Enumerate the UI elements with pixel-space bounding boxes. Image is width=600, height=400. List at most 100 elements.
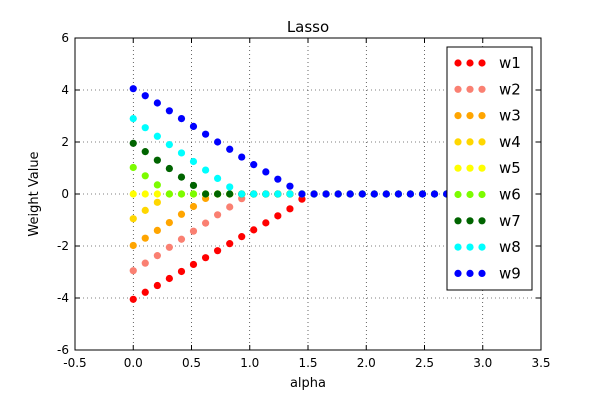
legend-marker: [478, 138, 486, 146]
data-point-w9: [370, 190, 378, 198]
data-point-w3: [153, 226, 161, 234]
y-axis-label: Weight Value: [27, 151, 42, 236]
legend-marker: [478, 243, 486, 251]
data-point-w3: [189, 202, 198, 211]
data-point-w1: [226, 240, 234, 248]
legend-marker: [478, 85, 486, 93]
legend-marker: [454, 138, 462, 146]
data-point-w1: [141, 288, 149, 296]
data-point-w4: [129, 215, 137, 223]
data-point-w2: [213, 211, 222, 219]
x-tick-label: 3.5: [531, 356, 550, 370]
data-point-w1: [262, 219, 270, 227]
data-point-w9: [201, 130, 210, 138]
data-point-w9: [213, 138, 222, 146]
data-point-w6: [165, 190, 173, 198]
legend-marker: [454, 269, 462, 277]
x-tick-label: 0.5: [182, 356, 201, 370]
data-point-w1: [286, 205, 294, 213]
data-point-w7: [141, 148, 149, 156]
legend-marker: [454, 59, 462, 67]
data-point-w9: [165, 107, 173, 115]
axis-ticks: -0.5 0.0 0.5 1.0 1.5 2.0 2.5 3.0 3.5 -6 -4 -2 0 2 4 6: [57, 31, 551, 370]
data-point-w9: [418, 190, 427, 198]
legend-label: w2: [499, 80, 521, 98]
data-point-w9: [346, 190, 354, 198]
data-point-w9: [274, 175, 282, 183]
data-point-w2: [141, 259, 149, 267]
data-point-w9: [394, 190, 403, 198]
data-point-w2: [177, 235, 186, 243]
data-point-w3: [141, 234, 149, 242]
legend-item-w6: w6: [454, 186, 521, 204]
legend-label: w7: [499, 212, 521, 230]
y-tick-label: 6: [61, 31, 69, 45]
y-tick-label: 2: [61, 135, 69, 149]
data-point-w7: [165, 164, 173, 173]
y-tick-label: 0: [61, 187, 69, 201]
legend-item-w7: w7: [454, 212, 521, 230]
data-point-w3: [165, 219, 173, 227]
data-point-w6: [129, 163, 137, 172]
data-point-w3: [177, 210, 186, 218]
legend-marker: [478, 190, 486, 199]
data-point-w9: [238, 153, 246, 161]
legend-label: w9: [499, 264, 521, 282]
data-point-w1: [274, 212, 282, 220]
x-tick-label: 3.0: [473, 356, 492, 370]
data-point-w9: [406, 190, 415, 198]
data-point-w8: [262, 190, 270, 198]
data-point-w5: [153, 190, 161, 198]
data-point-w3: [129, 241, 137, 250]
legend-marker: [454, 85, 462, 93]
legend-label: w8: [499, 238, 521, 256]
legend-item-w1: w1: [454, 54, 521, 72]
legend-label: w3: [499, 107, 521, 125]
data-point-w8: [226, 183, 234, 191]
legend-label: w6: [499, 186, 521, 204]
legend-marker: [454, 112, 462, 120]
x-tick-label: 2.5: [415, 356, 434, 370]
data-point-w1: [250, 226, 258, 234]
data-point-w9: [129, 85, 137, 93]
data-point-w8: [153, 132, 161, 140]
data-point-w2: [189, 227, 198, 235]
data-point-w1: [201, 254, 210, 262]
legend-item-w2: w2: [454, 80, 521, 98]
data-point-w9: [141, 92, 149, 100]
data-point-w1: [177, 267, 186, 276]
data-point-w9: [298, 190, 306, 198]
data-point-w9: [310, 190, 318, 198]
data-points: [129, 85, 487, 303]
data-point-w7: [177, 173, 186, 181]
data-point-w9: [262, 168, 270, 176]
legend-marker: [466, 85, 474, 93]
legend-item-w9: w9: [454, 264, 521, 282]
legend-marker: [454, 243, 462, 251]
data-point-w8: [213, 174, 222, 182]
legend-marker: [466, 164, 474, 172]
legend-item-w8: w8: [454, 238, 521, 256]
chart-title: Lasso: [287, 18, 329, 36]
data-point-w9: [189, 122, 198, 130]
data-point-w9: [286, 182, 294, 190]
legend-item-w5: w5: [454, 159, 521, 177]
legend-marker: [466, 59, 474, 67]
x-tick-label: 0.0: [124, 356, 143, 370]
legend-marker: [466, 269, 474, 277]
legend-marker: [478, 164, 486, 172]
x-tick-label: 2.0: [357, 356, 376, 370]
data-point-w8: [250, 190, 258, 198]
data-point-w8: [165, 141, 173, 149]
data-point-w8: [201, 166, 210, 174]
data-point-w8: [274, 190, 282, 198]
data-point-w5: [141, 190, 149, 198]
data-point-w1: [213, 247, 222, 255]
y-tick-label: 4: [61, 83, 69, 97]
data-point-w7: [201, 190, 210, 198]
data-point-w9: [177, 115, 186, 123]
legend-marker: [466, 190, 474, 199]
data-point-w8: [129, 115, 137, 123]
legend-marker: [454, 190, 462, 199]
legend-label: w5: [499, 159, 521, 177]
